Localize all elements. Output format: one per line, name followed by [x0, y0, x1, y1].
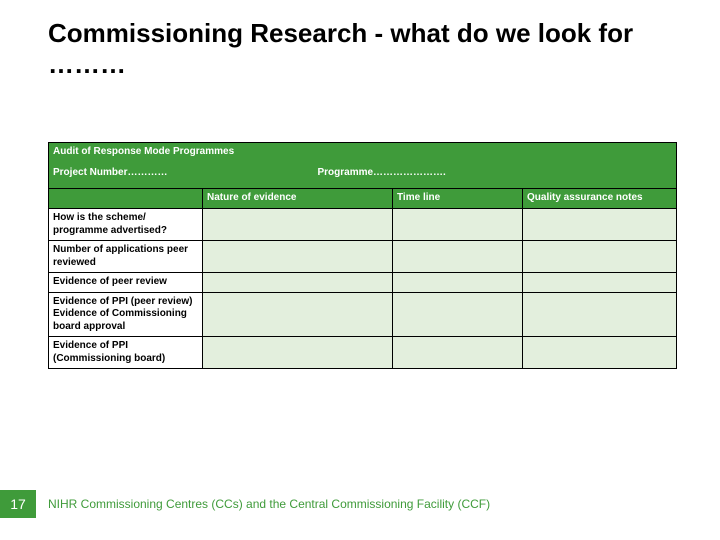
table-column-headers: Nature of evidence Time line Quality ass…: [49, 189, 677, 209]
table-header-block: Audit of Response Mode Programmes Projec…: [49, 143, 677, 189]
row-cell: [523, 273, 677, 293]
row-label: Evidence of PPI (peer review) Evidence o…: [49, 292, 203, 337]
row-cell: [203, 273, 393, 293]
row-cell: [393, 241, 523, 273]
audit-table-grid: Audit of Response Mode Programmes Projec…: [48, 142, 677, 369]
row-cell: [523, 209, 677, 241]
col-header-evidence: Nature of evidence: [203, 189, 393, 209]
row-cell: [203, 241, 393, 273]
row-label: Number of applications peer reviewed: [49, 241, 203, 273]
row-cell: [393, 337, 523, 369]
footer-text: NIHR Commissioning Centres (CCs) and the…: [48, 497, 490, 511]
row-label: Evidence of PPI (Commissioning board): [49, 337, 203, 369]
slide: Commissioning Research - what do we look…: [0, 0, 720, 540]
project-number-label: Project Number…………: [53, 167, 167, 180]
header-line1: Audit of Response Mode Programmes: [53, 146, 672, 159]
row-label: Evidence of peer review: [49, 273, 203, 293]
row-cell: [393, 209, 523, 241]
footer: 17 NIHR Commissioning Centres (CCs) and …: [0, 490, 490, 518]
row-cell: [203, 337, 393, 369]
row-label: How is the scheme/ programme advertised?: [49, 209, 203, 241]
row-cell: [203, 209, 393, 241]
programme-label: Programme………………….: [317, 167, 445, 180]
row-cell: [203, 292, 393, 337]
audit-table: Audit of Response Mode Programmes Projec…: [48, 142, 676, 369]
table-row: Number of applications peer reviewed: [49, 241, 677, 273]
row-cell: [393, 273, 523, 293]
page-number: 17: [0, 490, 36, 518]
col-header-qa: Quality assurance notes: [523, 189, 677, 209]
row-cell: [523, 292, 677, 337]
row-cell: [523, 241, 677, 273]
table-row: How is the scheme/ programme advertised?: [49, 209, 677, 241]
table-row: Evidence of PPI (peer review) Evidence o…: [49, 292, 677, 337]
col-header-timeline: Time line: [393, 189, 523, 209]
page-title: Commissioning Research - what do we look…: [48, 18, 680, 80]
row-cell: [393, 292, 523, 337]
row-cell: [523, 337, 677, 369]
header-block-cell: Audit of Response Mode Programmes Projec…: [49, 143, 677, 189]
table-row: Evidence of peer review: [49, 273, 677, 293]
col-header-blank: [49, 189, 203, 209]
table-row: Evidence of PPI (Commissioning board): [49, 337, 677, 369]
